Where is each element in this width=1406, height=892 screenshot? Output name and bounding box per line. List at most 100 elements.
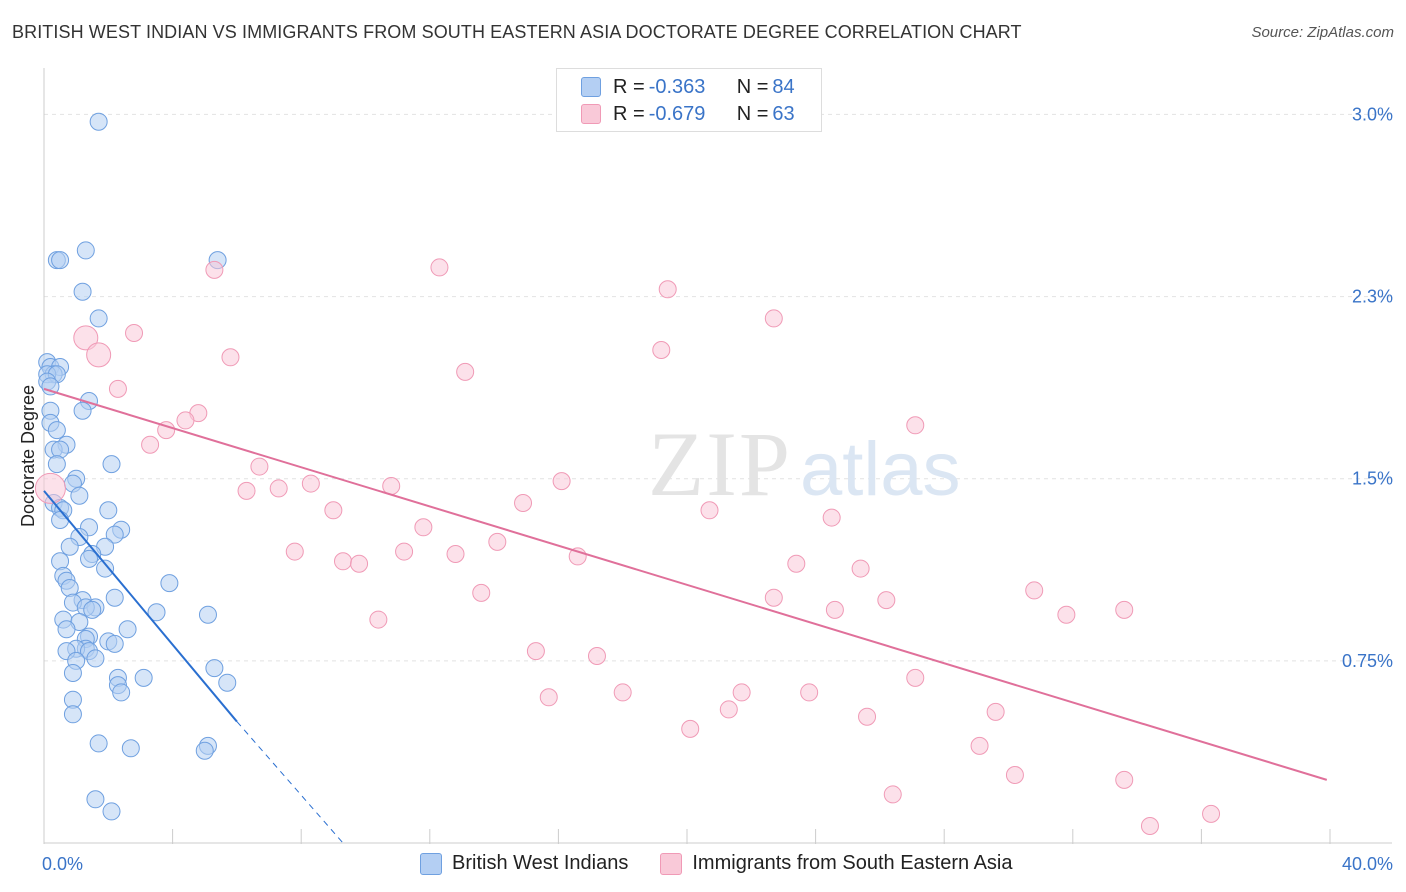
- point-se-asia: [301, 474, 320, 493]
- point-se-asia: [1057, 605, 1076, 624]
- point-british-west-indian: [73, 401, 92, 420]
- legend-swatch-pink: [581, 104, 601, 124]
- point-british-west-indian: [80, 549, 99, 568]
- point-british-west-indian: [51, 440, 70, 459]
- point-british-west-indian: [105, 525, 124, 544]
- point-british-west-indian: [47, 421, 66, 440]
- series-legend-item-british-west-indians[interactable]: British West Indians: [420, 852, 628, 875]
- series-legend-item-se-asia[interactable]: Immigrants from South Eastern Asia: [660, 852, 1013, 875]
- point-british-west-indian: [51, 251, 70, 270]
- legend-n-value: 63: [772, 102, 795, 125]
- point-se-asia: [1005, 766, 1024, 784]
- series-swatch-pink: [660, 852, 683, 875]
- point-british-west-indian: [86, 649, 105, 668]
- series-label: Immigrants from South Eastern Asia: [692, 852, 1013, 874]
- point-se-asia: [732, 683, 751, 702]
- point-british-west-indian: [63, 664, 82, 682]
- point-se-asia: [825, 600, 844, 619]
- point-se-asia: [552, 472, 571, 491]
- point-se-asia: [1140, 817, 1159, 835]
- point-se-asia: [333, 552, 352, 571]
- legend-n-label: N =: [736, 75, 769, 98]
- chart-source: Source: ZipAtlas.com: [1251, 24, 1394, 41]
- point-british-west-indian: [198, 605, 217, 624]
- trend-lines-layer: [43, 387, 1328, 844]
- point-se-asia: [787, 554, 806, 573]
- point-se-asia: [395, 542, 414, 561]
- point-british-west-indian: [51, 511, 70, 529]
- point-british-west-indian: [195, 741, 214, 760]
- x-tick-label: 0.0%: [42, 854, 83, 874]
- point-british-west-indian: [57, 620, 76, 639]
- point-british-west-indian: [102, 802, 121, 821]
- y-tick-label: 0.75%: [1342, 651, 1393, 671]
- point-british-west-indian: [86, 790, 105, 809]
- series-swatch-blue: [420, 852, 442, 875]
- point-british-west-indian: [63, 705, 82, 724]
- legend-r-value: -0.679: [648, 102, 706, 125]
- series-legend: British West Indians Immigrants from Sou…: [420, 852, 1045, 875]
- point-se-asia: [719, 700, 738, 719]
- grid-layer: [44, 113, 1392, 662]
- point-british-west-indian: [41, 377, 60, 396]
- point-british-west-indian: [89, 734, 108, 753]
- point-se-asia: [430, 258, 449, 277]
- legend-r-label: R =: [613, 102, 645, 125]
- point-se-asia: [800, 683, 819, 702]
- point-se-asia: [472, 583, 491, 602]
- point-british-west-indian: [47, 455, 66, 474]
- point-se-asia: [764, 309, 783, 328]
- point-se-asia: [221, 348, 240, 367]
- point-british-west-indian: [160, 574, 179, 593]
- point-british-west-indian: [51, 552, 70, 571]
- point-british-west-indian: [99, 501, 118, 520]
- point-british-west-indian: [134, 668, 153, 687]
- point-se-asia: [970, 736, 989, 755]
- y-tick-label: 2.3%: [1352, 287, 1393, 307]
- point-british-west-indian: [89, 309, 108, 328]
- point-se-asia: [141, 435, 160, 454]
- point-se-asia: [1115, 770, 1134, 789]
- point-british-west-indian: [147, 603, 166, 622]
- point-british-west-indian: [89, 112, 108, 131]
- point-se-asia: [764, 588, 783, 607]
- legend-swatch-blue: [581, 77, 601, 97]
- point-se-asia: [514, 494, 533, 512]
- point-british-west-indian: [60, 537, 79, 556]
- point-se-asia: [526, 642, 545, 661]
- point-se-asia: [86, 342, 112, 368]
- point-british-west-indian: [70, 486, 89, 505]
- point-se-asia: [652, 341, 671, 359]
- point-se-asia: [1025, 581, 1044, 600]
- point-se-asia: [285, 542, 304, 561]
- point-se-asia: [1202, 804, 1221, 823]
- point-se-asia: [613, 683, 632, 702]
- point-british-west-indian: [73, 282, 92, 301]
- point-british-west-indian: [118, 620, 137, 639]
- tick-label-layer: 0.75% 1.5% 2.3% 3.0% 0.0% 40.0%: [42, 104, 1393, 874]
- point-se-asia: [125, 324, 144, 342]
- point-british-west-indian: [102, 455, 121, 474]
- legend-row-british-west-indians: R = -0.363 N = 84: [581, 75, 795, 99]
- point-se-asia: [205, 260, 224, 279]
- point-se-asia: [986, 702, 1005, 721]
- point-se-asia: [906, 668, 925, 687]
- point-se-asia: [269, 479, 288, 498]
- trend-line-british-west-indians: [43, 490, 238, 723]
- point-se-asia: [877, 591, 896, 610]
- point-british-west-indian: [105, 634, 124, 653]
- x-tick-label: 40.0%: [1342, 854, 1393, 874]
- point-se-asia: [851, 559, 870, 578]
- legend-row-se-asia: R = -0.679 N = 63: [581, 102, 795, 126]
- point-british-west-indian: [205, 659, 224, 678]
- legend-r-label: R =: [613, 75, 645, 98]
- point-se-asia: [108, 379, 127, 398]
- y-axis-label: Doctorate Degree: [18, 385, 38, 527]
- point-se-asia: [369, 610, 388, 629]
- point-british-west-indian: [112, 683, 131, 702]
- point-se-asia: [883, 785, 902, 804]
- point-se-asia: [906, 416, 925, 435]
- point-se-asia: [73, 325, 99, 351]
- point-se-asia: [488, 532, 507, 551]
- point-se-asia: [324, 501, 343, 520]
